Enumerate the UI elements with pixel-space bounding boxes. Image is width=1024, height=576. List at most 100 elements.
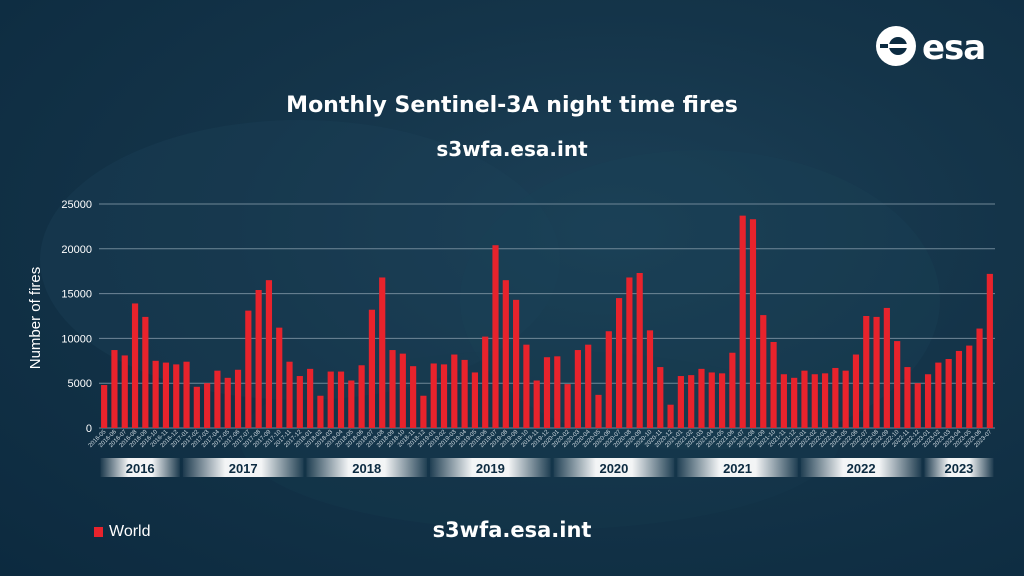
bar xyxy=(234,369,242,428)
year-label: 2018 xyxy=(352,461,381,476)
bar xyxy=(296,376,303,428)
bar xyxy=(471,372,478,428)
bar xyxy=(832,367,839,428)
bar xyxy=(286,361,293,428)
bar xyxy=(543,357,551,428)
esa-logo xyxy=(876,26,916,66)
bar xyxy=(986,273,993,428)
bar xyxy=(142,316,149,428)
bar xyxy=(894,341,901,428)
bar xyxy=(718,373,726,428)
bar xyxy=(739,215,746,428)
bar xyxy=(368,309,376,428)
year-band xyxy=(553,458,675,477)
legend-swatch-world xyxy=(94,527,103,537)
bar xyxy=(183,361,190,428)
bar xyxy=(564,384,571,428)
bar xyxy=(657,367,664,428)
bar xyxy=(976,328,983,428)
bar xyxy=(451,354,458,428)
bar xyxy=(585,344,592,428)
bar xyxy=(914,383,921,428)
bar xyxy=(502,280,509,428)
esa-logo-text: esa xyxy=(922,28,986,68)
year-band xyxy=(100,458,180,477)
chart-title: Monthly Sentinel-3A night time fires xyxy=(286,93,738,118)
bar xyxy=(760,315,767,428)
y-tick-label: 10000 xyxy=(61,333,92,345)
bar xyxy=(749,219,757,428)
bar xyxy=(852,354,860,428)
year-label: 2019 xyxy=(476,461,505,476)
bar xyxy=(317,395,324,428)
bar xyxy=(358,365,365,428)
year-band xyxy=(924,458,994,477)
y-tick-label: 0 xyxy=(86,423,92,435)
bar xyxy=(379,277,386,428)
bar xyxy=(410,366,417,428)
chart-subtitle: s3wfa.esa.int xyxy=(436,137,588,161)
bar xyxy=(337,371,345,428)
bar xyxy=(162,362,170,428)
bar xyxy=(605,331,612,428)
bar xyxy=(224,377,231,428)
bar xyxy=(307,368,314,428)
bar xyxy=(729,352,736,428)
year-band xyxy=(430,458,551,477)
bar xyxy=(780,374,787,428)
bar xyxy=(801,370,808,428)
bar xyxy=(420,395,427,428)
bar xyxy=(698,368,705,428)
bar xyxy=(389,350,396,428)
bar xyxy=(904,367,911,428)
year-label: 2022 xyxy=(847,461,876,476)
bar xyxy=(513,299,520,428)
year-label: 2016 xyxy=(126,461,155,476)
bar xyxy=(399,353,406,428)
bar xyxy=(883,307,890,428)
bar xyxy=(863,316,870,428)
bar xyxy=(554,356,561,428)
bar xyxy=(708,372,715,428)
bar xyxy=(636,272,643,428)
bar xyxy=(646,330,654,428)
bar xyxy=(204,383,211,428)
bar xyxy=(173,364,180,428)
year-label: 2020 xyxy=(599,461,628,476)
bar xyxy=(935,362,942,428)
bar xyxy=(131,303,139,428)
bar xyxy=(791,377,798,428)
bar xyxy=(482,336,489,428)
year-label: 2017 xyxy=(229,461,258,476)
bar xyxy=(966,345,973,428)
bar xyxy=(461,359,468,428)
y-tick-label: 20000 xyxy=(61,244,92,256)
bar xyxy=(101,384,108,428)
bar xyxy=(111,350,118,428)
y-tick-label: 5000 xyxy=(68,378,92,390)
bar xyxy=(574,350,581,428)
legend-label-world: World xyxy=(109,523,151,540)
bar xyxy=(811,374,818,428)
bar xyxy=(492,245,499,428)
bar xyxy=(595,394,602,428)
bar xyxy=(667,404,674,428)
year-band xyxy=(800,458,922,477)
bar xyxy=(245,310,252,428)
y-tick-label: 15000 xyxy=(61,289,92,301)
bar xyxy=(430,363,437,428)
bar xyxy=(121,355,128,428)
bar xyxy=(276,327,283,428)
year-band xyxy=(306,458,428,477)
bar xyxy=(626,277,633,428)
bar xyxy=(265,280,273,428)
bar xyxy=(440,364,448,428)
bar xyxy=(821,373,829,428)
year-label: 2021 xyxy=(723,461,752,476)
bar xyxy=(193,386,200,428)
bar xyxy=(842,370,849,428)
bar xyxy=(945,359,952,428)
bar xyxy=(688,375,695,428)
